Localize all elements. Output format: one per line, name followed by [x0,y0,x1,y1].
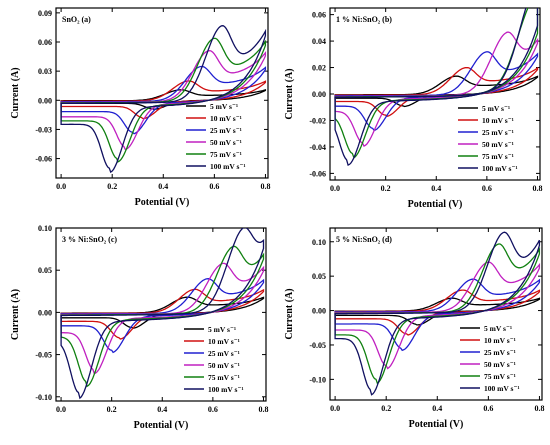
x-tick-label: 0.8 [532,184,542,193]
x-axis-label: Potential (V) [408,199,463,210]
x-tick-label: 0.0 [330,404,340,413]
panel-label: 3 % Ni:SnO₂ (c) [62,235,117,244]
panel-label: SnO₂ (a) [62,15,91,24]
plot-frame [55,227,267,402]
x-tick-label: 0.0 [330,184,340,193]
x-tick-label: 0.2 [381,404,391,413]
x-tick-label: 0.8 [260,182,270,191]
x-tick-label: 0.6 [209,182,219,191]
x-axis-label: Potential (V) [134,420,189,431]
y-tick-label: 0.04 [312,37,326,46]
legend-label: 10 mV s⁻¹ [482,116,514,125]
legend-label: 5 mV s⁻¹ [484,324,512,333]
legend-label: 100 mV s⁻¹ [208,385,244,394]
legend-label: 10 mV s⁻¹ [484,336,516,345]
panel-label: 1 % Ni:SnO₂ (b) [336,15,392,24]
x-axis-label: Potential (V) [409,419,464,430]
y-tick-label: 0.05 [312,272,326,281]
x-tick-label: 0.8 [534,404,544,413]
legend-label: 50 mV s⁻¹ [210,138,242,147]
legend-label: 10 mV s⁻¹ [208,337,240,346]
legend-label: 50 mV s⁻¹ [482,140,514,149]
x-tick-label: 0.2 [381,184,391,193]
legend-label: 10 mV s⁻¹ [210,114,242,123]
y-tick-label: 0.00 [312,307,326,316]
y-tick-label: -0.05 [35,351,52,360]
x-tick-label: 0.4 [157,405,167,414]
x-tick-label: 0.4 [158,182,168,191]
y-tick-label: -0.05 [309,341,326,350]
series-line-6 [334,231,541,396]
legend-label: 25 mV s⁻¹ [482,128,514,137]
y-tick-label: -0.06 [35,155,52,164]
x-tick-label: 0.2 [107,405,117,414]
y-tick-label: 0.02 [312,64,326,73]
panel-c: 0.0 0.2 0.4 0.6 0.8 -0.10 -0.05 0.00 0.05 0.10 Pot… [10,224,268,431]
x-axis-label: Potential (V) [135,197,190,208]
panel-a: 0.0 0.2 0.4 0.6 0.8 -0.06 -0.03 0.00 0.03 0.06 0.0… [10,7,270,208]
y-axis-label: Current (A) [10,289,21,340]
x-tick-label: 0.4 [432,404,442,413]
y-tick-label: -0.10 [35,393,52,402]
x-tick-label: 0.8 [258,405,268,414]
legend-label: 50 mV s⁻¹ [208,361,240,370]
legend-label: 50 mV s⁻¹ [484,360,516,369]
y-tick-label: 0.00 [38,96,52,105]
legend-label: 75 mV s⁻¹ [482,152,514,161]
legend-label: 100 mV s⁻¹ [484,384,520,393]
y-tick-label: 0.10 [38,224,52,233]
legend-label: 25 mV s⁻¹ [484,348,516,357]
legend-label: 100 mV s⁻¹ [210,162,246,171]
x-tick-label: 0.0 [56,405,66,414]
panel-d: 0.0 0.2 0.4 0.6 0.8 -0.10 -0.05 0.00 0.05 0.10 Pot… [284,227,544,430]
x-tick-label: 0.2 [107,182,117,191]
legend-label: 25 mV s⁻¹ [208,349,240,358]
legend-label: 5 mV s⁻¹ [482,104,510,113]
legend-label: 5 mV s⁻¹ [210,102,238,111]
legend-label: 75 mV s⁻¹ [210,150,242,159]
series-line-6 [60,25,267,174]
y-axis-label: Current (A) [284,68,295,119]
legend-label: 75 mV s⁻¹ [484,372,516,381]
y-tick-label: 0.00 [38,308,52,317]
legend-label: 100 mV s⁻¹ [482,164,518,173]
legend-label: 5 mV s⁻¹ [208,325,236,334]
x-tick-label: 0.6 [483,404,493,413]
y-tick-label: -0.10 [309,375,326,384]
panel-label: 5 % Ni:SnO₂ (d) [336,235,392,244]
legend-label: 25 mV s⁻¹ [210,126,242,135]
x-tick-label: 0.0 [56,182,66,191]
x-tick-label: 0.6 [482,184,492,193]
plot-frame [55,7,269,179]
series-line-6 [334,8,539,167]
x-tick-label: 0.6 [208,405,218,414]
y-tick-label: 0.03 [38,67,52,76]
y-tick-label: -0.03 [35,125,52,134]
panel-b: 0.0 0.2 0.4 0.6 0.8 -0.06 -0.04 -0.02 0.00 0.02 0.… [284,7,542,210]
y-tick-label: 0.06 [312,11,326,20]
y-tick-label: 0.00 [312,90,326,99]
y-axis-label: Current (A) [284,288,295,339]
y-tick-label: 0.06 [38,38,52,47]
y-tick-label: -0.02 [309,116,326,125]
series-line-6 [60,228,265,400]
y-axis-label: Current (A) [10,67,21,118]
y-tick-label: 0.09 [38,9,52,18]
y-tick-label: -0.06 [309,169,326,178]
legend-label: 75 mV s⁻¹ [208,373,240,382]
y-tick-label: 0.05 [38,266,52,275]
y-tick-label: 0.10 [312,238,326,247]
y-tick-label: -0.04 [309,143,326,152]
plot-frame [329,227,543,401]
x-tick-label: 0.4 [431,184,441,193]
